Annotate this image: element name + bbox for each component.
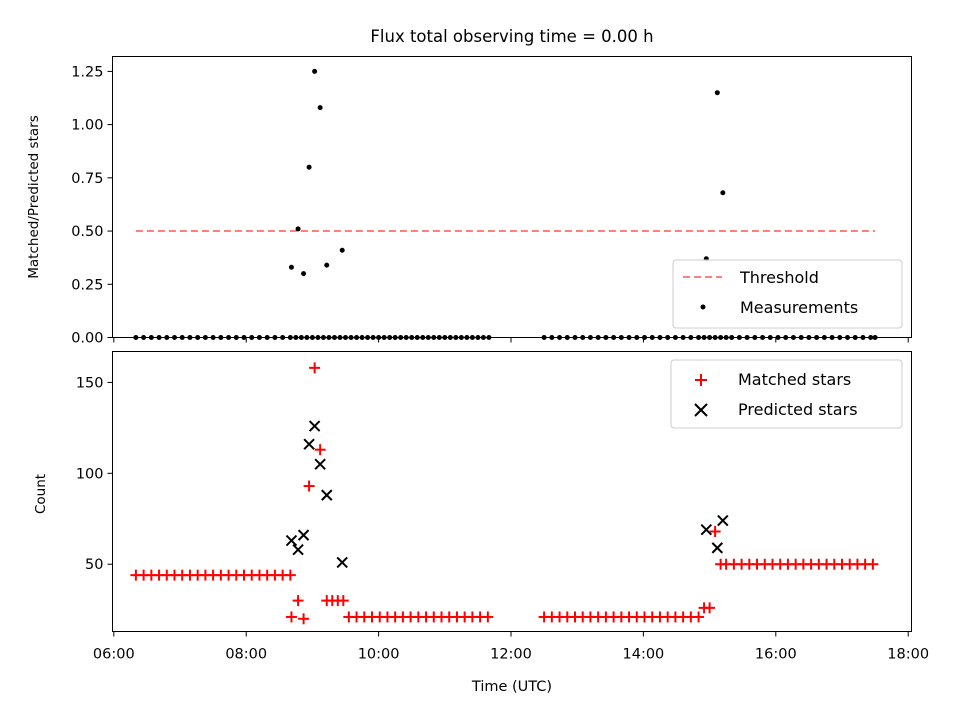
top-y-axis-label: Matched/Predicted stars bbox=[26, 115, 42, 278]
measurement-point bbox=[288, 264, 294, 270]
bottom-y-tick-label: 100 bbox=[76, 466, 104, 482]
predicted-star-point bbox=[303, 438, 315, 450]
matched-star-point bbox=[867, 558, 879, 570]
predicted-star-point bbox=[285, 534, 298, 547]
bottom-y-axis-label: Count bbox=[33, 474, 49, 514]
bottom-x-tick-label: 08:00 bbox=[225, 647, 267, 663]
measurement-point bbox=[317, 105, 323, 111]
matched-star-point bbox=[482, 611, 494, 623]
predicted-star-point bbox=[336, 556, 348, 569]
bottom-x-tick-label: 16:00 bbox=[755, 647, 797, 663]
bottom-axes-frame bbox=[112, 351, 912, 632]
bottom-x-ticks: 06:00 08:00 10:00 12:00 14:00 16:00 18:00 bbox=[93, 631, 929, 663]
top-axes-frame bbox=[112, 56, 912, 338]
bottom-axes: Count Time (UTC) 50 100 150 06:00 08:00 10:0… bbox=[33, 351, 929, 695]
bottom-plot-area bbox=[130, 362, 879, 625]
predicted-star-point bbox=[308, 420, 321, 432]
legend-predicted-label: Predicted stars bbox=[738, 400, 858, 419]
measurement-point bbox=[312, 68, 318, 74]
matched-star-point bbox=[704, 602, 716, 614]
legend-measurements-swatch bbox=[700, 304, 706, 310]
predicted-star-point bbox=[717, 514, 729, 527]
matched-star-point bbox=[337, 595, 349, 607]
top-axes: Flux total observing time = 0.00 h Match… bbox=[26, 27, 912, 347]
measurement-point bbox=[306, 164, 312, 170]
matched-star-point bbox=[693, 611, 705, 623]
legend-matched-label: Matched stars bbox=[738, 370, 851, 389]
predicted-star-point bbox=[292, 543, 304, 556]
top-y-tick-label: 0.25 bbox=[71, 277, 103, 293]
predicted-star-point bbox=[321, 489, 333, 501]
measurement-point bbox=[295, 226, 301, 232]
measurement-point bbox=[339, 247, 345, 253]
bottom-legend-box bbox=[670, 359, 903, 429]
top-y-tick-label: 1.00 bbox=[71, 118, 103, 134]
bottom-y-tick-label: 150 bbox=[76, 375, 104, 391]
bottom-x-tick-label: 18:00 bbox=[887, 647, 929, 663]
predicted-star-point bbox=[700, 523, 712, 536]
top-y-tick-label: 0.75 bbox=[71, 171, 103, 187]
bottom-x-tick-label: 06:00 bbox=[93, 647, 135, 663]
top-legend-box bbox=[672, 259, 903, 329]
bottom-x-axis-label: Time (UTC) bbox=[471, 679, 552, 695]
measurement-point bbox=[324, 262, 330, 268]
bottom-legend: Matched stars Predicted stars bbox=[670, 359, 903, 429]
top-legend: Threshold Measurements bbox=[672, 259, 903, 329]
matched-star-point bbox=[284, 569, 296, 581]
top-y-tick-label: 0.00 bbox=[71, 331, 103, 347]
matched-star-point bbox=[285, 611, 297, 623]
top-x-ticks bbox=[113, 337, 909, 343]
top-y-tick-label: 1.25 bbox=[71, 64, 103, 80]
bottom-x-tick-label: 14:00 bbox=[623, 647, 665, 663]
legend-matched-swatch bbox=[695, 374, 707, 386]
legend-predicted-swatch bbox=[694, 403, 708, 417]
measurement-point bbox=[714, 90, 720, 96]
legend-measurements-label: Measurements bbox=[740, 298, 858, 317]
top-y-ticks: 0.00 0.25 0.50 0.75 1.00 1.25 bbox=[71, 64, 113, 347]
matched-star-point bbox=[292, 595, 304, 607]
predicted-star-point bbox=[314, 458, 326, 470]
matched-star-point bbox=[309, 362, 321, 374]
matched-star-point bbox=[314, 444, 326, 456]
legend-threshold-label: Threshold bbox=[739, 268, 819, 287]
matched-star-point bbox=[298, 613, 310, 625]
bottom-x-tick-label: 10:00 bbox=[358, 647, 400, 663]
top-chart-title: Flux total observing time = 0.00 h bbox=[370, 27, 653, 46]
predicted-star-point bbox=[711, 542, 724, 554]
bottom-y-ticks: 50 100 150 bbox=[76, 375, 113, 573]
measurement-point bbox=[720, 190, 726, 196]
matched-star-point bbox=[709, 526, 721, 537]
bottom-x-tick-label: 12:00 bbox=[490, 647, 532, 663]
predicted-star-point bbox=[297, 529, 310, 541]
bottom-y-tick-label: 50 bbox=[85, 557, 103, 573]
matched-star-point bbox=[303, 480, 315, 492]
top-y-tick-label: 0.50 bbox=[71, 224, 103, 240]
measurement-point bbox=[301, 271, 307, 277]
